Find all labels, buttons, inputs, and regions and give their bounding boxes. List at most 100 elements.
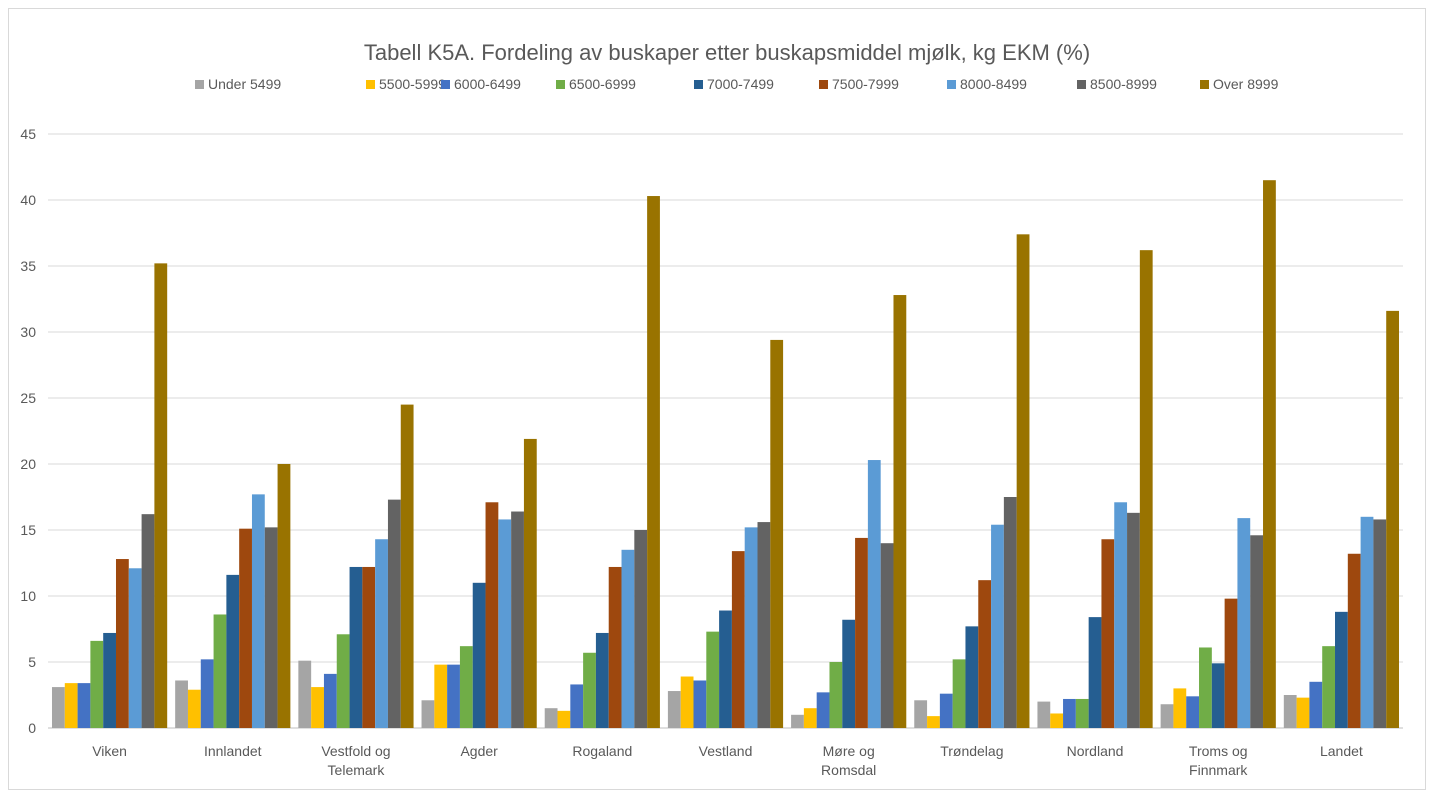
bar [791, 714, 804, 728]
bar [1173, 688, 1187, 728]
bar [634, 530, 648, 728]
bar [485, 502, 499, 728]
bar [277, 464, 291, 728]
bar [1114, 502, 1128, 728]
bar [200, 659, 214, 728]
bar [978, 580, 992, 728]
bar [1283, 695, 1297, 728]
x-tick-label: Møre og Romsdal [821, 743, 876, 778]
bar [264, 527, 278, 728]
x-tick-label: Viken [92, 743, 127, 759]
bar [1211, 663, 1225, 728]
bar [719, 610, 732, 728]
bar [803, 708, 817, 728]
bar [400, 404, 414, 728]
legend: Under 5499 5500-5999 6000-6499 6500-6999 700… [195, 76, 1279, 92]
bar [472, 582, 486, 728]
bar [855, 537, 868, 728]
y-tick-label: 30 [20, 324, 36, 340]
y-tick-label: 35 [20, 258, 36, 274]
bar [608, 566, 622, 728]
chart-title: Tabell K5A. Fordeling av buskaper etter … [364, 40, 1090, 65]
bar [1263, 180, 1276, 728]
bar [952, 659, 966, 728]
x-tick-label: Nordland [1067, 743, 1124, 759]
legend-swatch [556, 80, 565, 89]
bar [349, 566, 363, 728]
bar [1037, 701, 1051, 728]
bar [498, 519, 512, 728]
bar [154, 263, 168, 728]
bar [867, 460, 881, 728]
bar [842, 619, 856, 728]
y-tick-label: 20 [20, 456, 36, 472]
bar [1050, 713, 1064, 728]
bar [1296, 697, 1310, 728]
y-tick-label: 25 [20, 390, 36, 406]
bar [1309, 681, 1323, 728]
bar [523, 438, 537, 728]
bar [336, 634, 350, 728]
bar [1186, 696, 1200, 728]
bar [1250, 535, 1264, 728]
bar [1386, 310, 1400, 728]
bar [459, 646, 473, 728]
bar [375, 539, 388, 728]
bar [1237, 518, 1251, 728]
bar [1322, 646, 1336, 728]
legend-swatch [1077, 80, 1086, 89]
bar [731, 551, 745, 728]
bar [447, 664, 460, 728]
bar [816, 692, 830, 728]
bars [51, 180, 1400, 729]
bar [939, 693, 953, 728]
bar [1347, 553, 1361, 728]
legend-swatch [947, 80, 956, 89]
bar [298, 660, 312, 728]
chart-frame: Tabell K5A. Fordeling av buskaper etter … [8, 8, 1426, 790]
x-tick-label: Trøndelag [940, 743, 1003, 759]
legend-label: 6000-6499 [454, 76, 521, 92]
y-tick-label: 40 [20, 192, 36, 208]
bar [226, 574, 240, 728]
legend-swatch [694, 80, 703, 89]
y-tick-label: 10 [20, 588, 36, 604]
bar [141, 514, 155, 728]
bar [706, 631, 720, 728]
bar [90, 640, 104, 728]
bar [965, 626, 979, 728]
legend-label: 8000-8499 [960, 76, 1027, 92]
legend-label: 5500-5999 [379, 76, 446, 92]
bar [893, 295, 907, 728]
x-tick-label: Vestland [699, 743, 753, 759]
y-tick-label: 0 [28, 720, 36, 736]
bar [744, 527, 758, 728]
bar [544, 708, 558, 728]
bar [1139, 250, 1153, 728]
bar [1016, 234, 1030, 728]
y-tick-label: 15 [20, 522, 36, 538]
legend-label: Under 5499 [208, 76, 281, 92]
bar [880, 543, 894, 728]
bar [621, 549, 635, 728]
bar [251, 494, 265, 728]
bar [64, 683, 78, 728]
y-axis: 0 5 10 15 20 25 30 35 40 45 [20, 126, 36, 736]
x-axis: Viken Innlandet Vestfold og Telemark Agder Ro… [92, 743, 1363, 778]
x-tick-label: Innlandet [204, 743, 262, 759]
bar [1360, 516, 1374, 728]
y-tick-label: 45 [20, 126, 36, 142]
bar [1224, 598, 1238, 728]
bar [434, 664, 448, 728]
legend-label: 7000-7499 [707, 76, 774, 92]
bar [115, 559, 129, 728]
bar [213, 614, 227, 728]
bar [1127, 512, 1140, 728]
x-tick-label: Vestfold og Telemark [321, 743, 390, 778]
bar [557, 710, 571, 728]
bar [914, 700, 928, 728]
bar [187, 689, 201, 728]
bar [362, 566, 376, 728]
bar [1088, 617, 1102, 728]
bar [680, 676, 694, 728]
